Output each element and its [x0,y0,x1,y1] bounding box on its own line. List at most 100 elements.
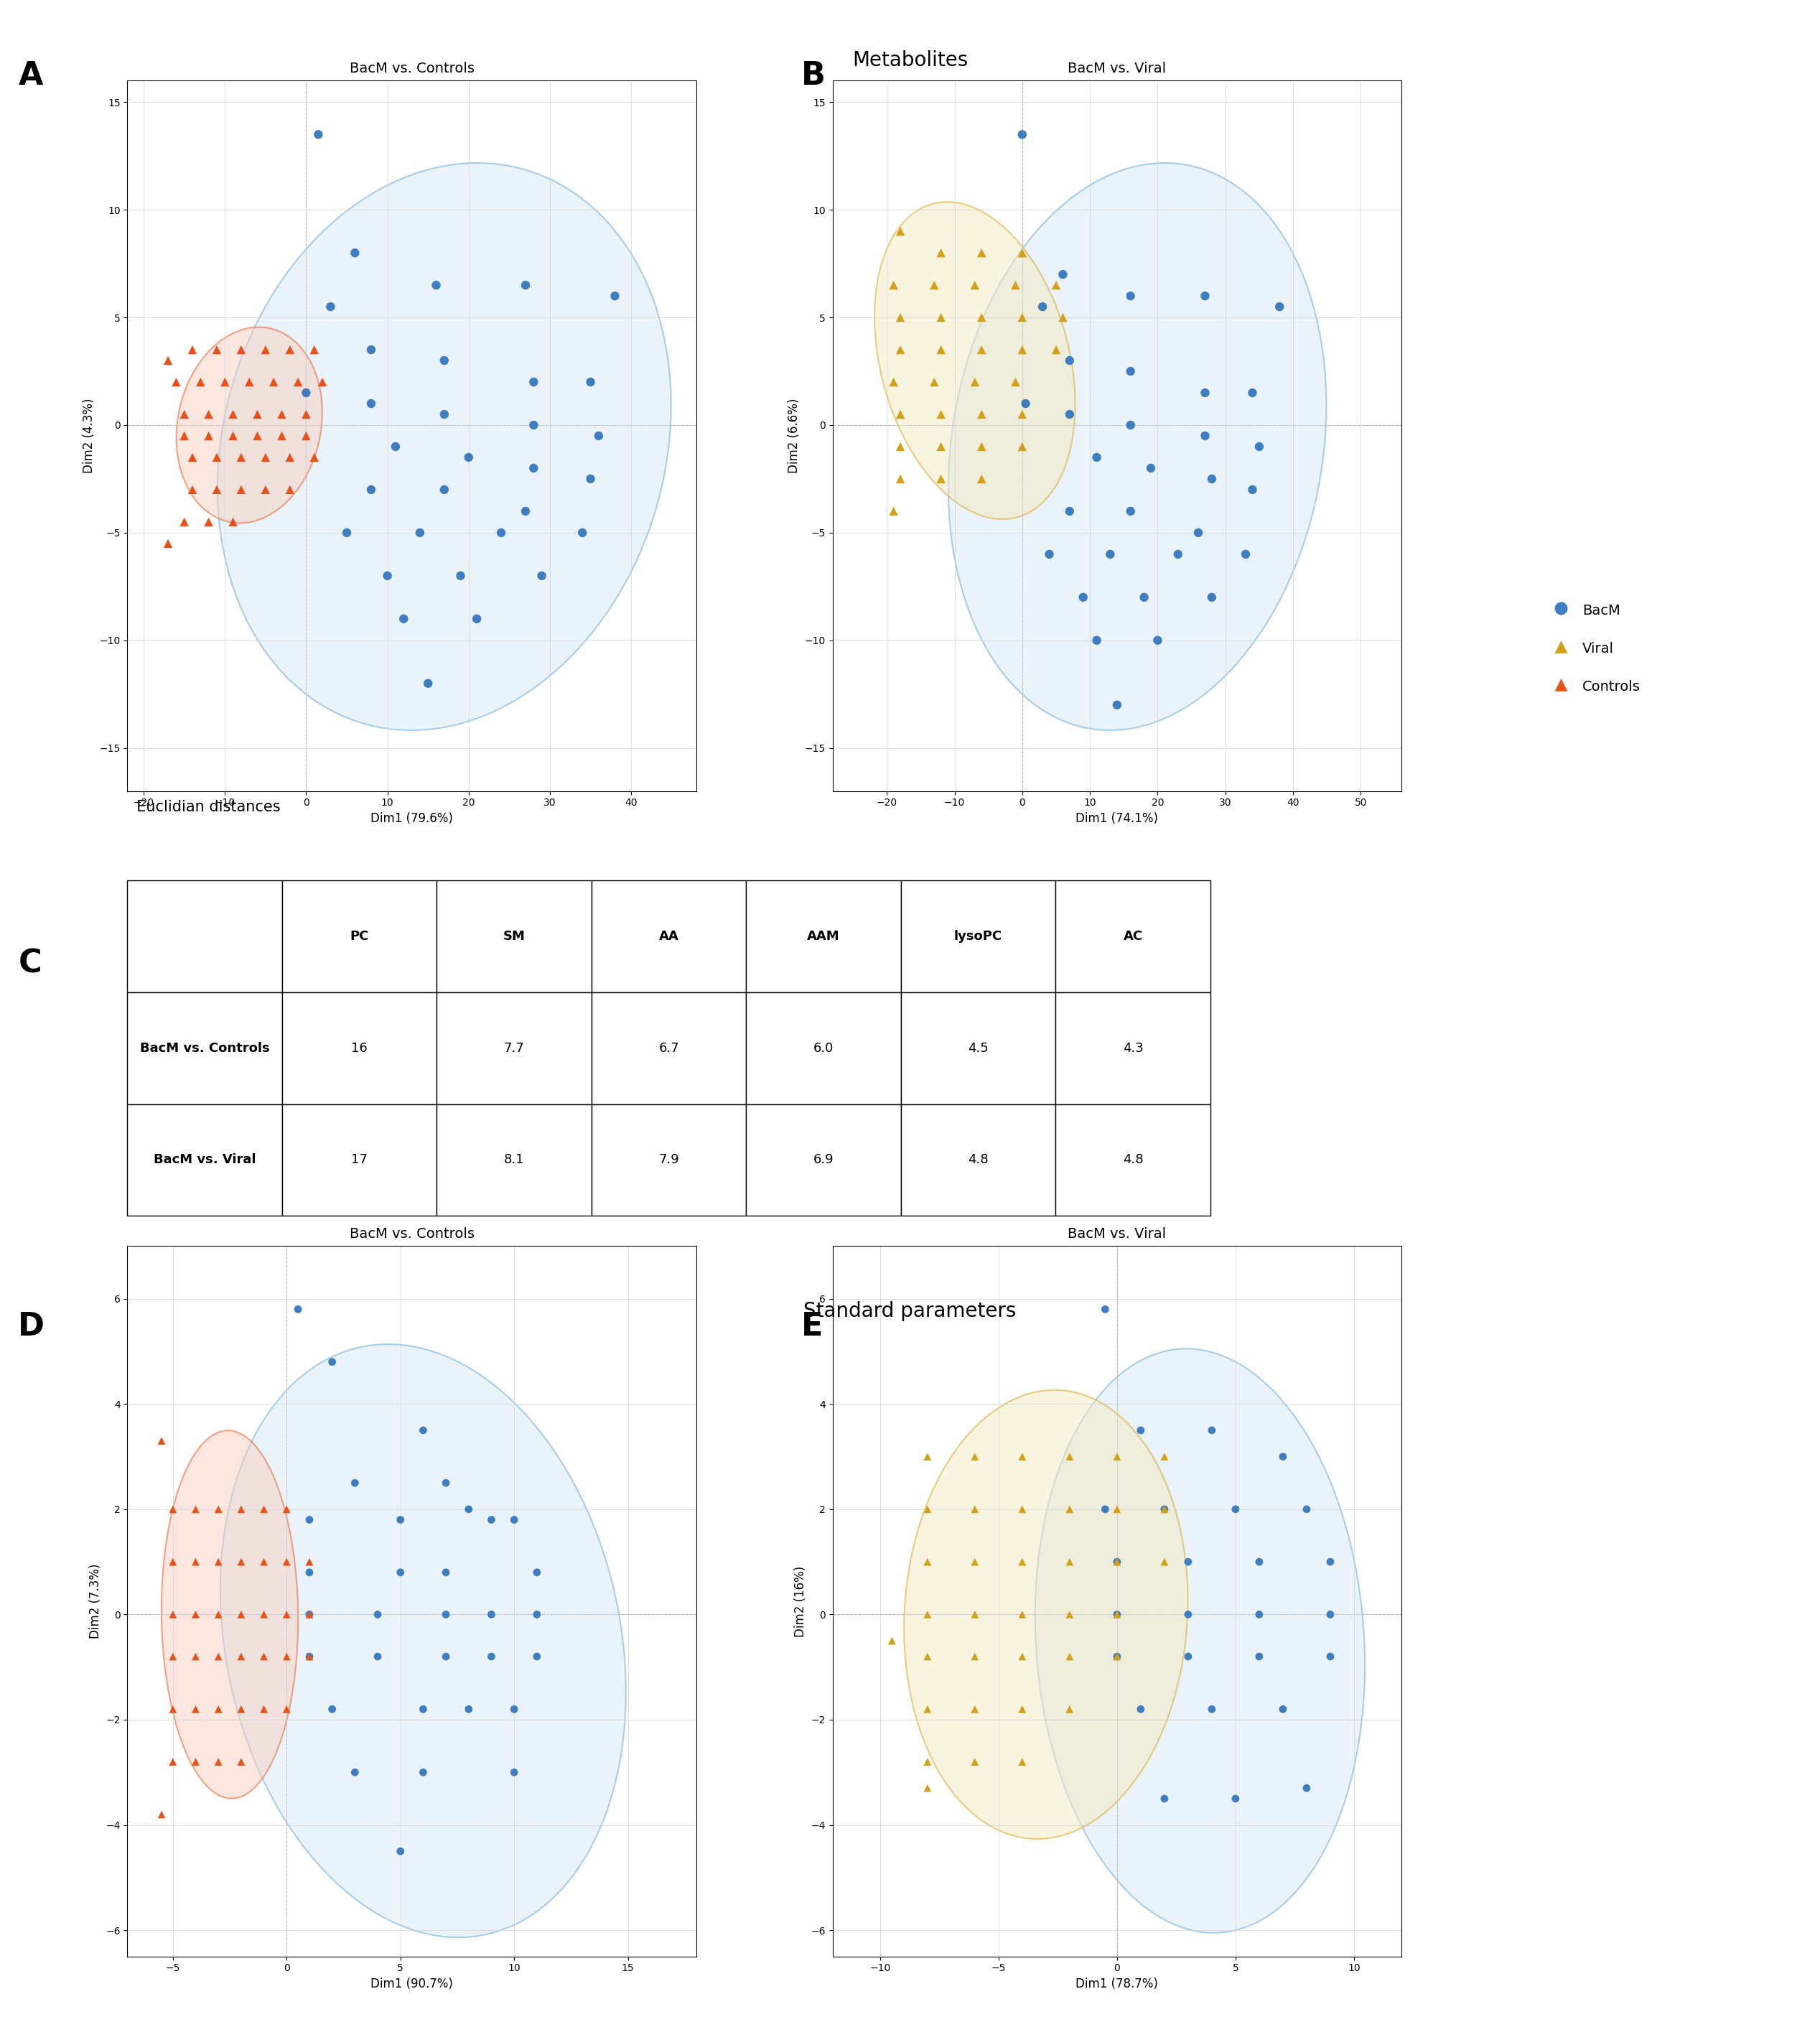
Point [340,1466,369,1499]
Point [886,216,915,248]
Text: B: B [801,61,824,91]
Point [226,1545,255,1577]
Point [961,1545,990,1577]
Legend: BacM, Viral, Controls: BacM, Viral, Controls [1545,597,1647,700]
Point [291,397,320,430]
Text: Euclidian distances: Euclidian distances [127,801,280,815]
Point [1127,1414,1156,1446]
Point [1238,377,1267,409]
X-axis label: Dim1 (78.7%): Dim1 (78.7%) [1076,1977,1158,1991]
Point [169,506,198,539]
Point [235,365,264,397]
Point [242,420,271,452]
Point [273,1597,302,1630]
Point [1245,430,1274,462]
Point [158,1493,187,1525]
Point [218,420,248,452]
Point [431,1466,460,1499]
Point [1056,397,1085,430]
Ellipse shape [905,1390,1188,1840]
Point [1083,442,1112,474]
Point [1008,397,1037,430]
Point [1269,1440,1298,1472]
Point [522,1557,551,1589]
Point [1090,1293,1119,1325]
Point [519,365,548,397]
Point [1056,494,1085,526]
Ellipse shape [220,1343,626,1938]
Point [886,430,915,462]
Point [308,365,337,397]
Point [1008,1440,1037,1472]
Point [1150,1440,1179,1472]
Point [1174,1640,1203,1672]
Point [300,333,329,365]
Point [1012,387,1041,420]
Point [1221,1493,1250,1525]
Point [182,1692,211,1725]
Point [273,1692,302,1725]
Point [914,1640,943,1672]
Point [462,603,491,635]
Point [522,1597,551,1630]
Point [1008,1745,1037,1777]
Point [455,1493,484,1525]
Point [914,1493,943,1525]
Point [242,397,271,430]
Y-axis label: Dim2 (4.3%): Dim2 (4.3%) [82,397,95,474]
Point [158,1640,187,1672]
Point [226,1692,255,1725]
Point [182,1745,211,1777]
Point [486,516,515,549]
Point [1163,539,1192,571]
Point [204,1545,233,1577]
Point [1116,280,1145,313]
Point [961,1640,990,1672]
Point [886,301,915,333]
Point [202,333,231,365]
Point [357,387,386,420]
Point [477,1597,506,1630]
Point [519,409,548,442]
Point [182,1597,211,1630]
Ellipse shape [217,163,672,730]
Point [1150,1783,1179,1815]
Point [1269,1692,1298,1725]
Point [1083,623,1112,656]
Point [162,365,191,397]
Point [1103,1440,1132,1472]
Point [1056,1493,1085,1525]
Point [169,397,198,430]
Point [275,474,304,506]
Point [1116,355,1145,387]
Point [1245,1545,1274,1577]
Point [158,1545,187,1577]
Point [195,397,224,430]
Point [1190,280,1219,313]
Point [357,474,386,506]
Text: Metabolites: Metabolites [852,50,968,71]
Point [182,1545,211,1577]
Point [499,1757,530,1789]
Point [295,1597,324,1630]
Point [511,268,541,301]
Point [1245,1640,1274,1672]
Point [251,333,280,365]
Point [1174,1545,1203,1577]
Point [966,397,996,430]
Point [886,333,915,365]
Text: E: E [801,1311,823,1341]
Point [1008,119,1037,151]
Point [877,1624,906,1656]
Point [1292,1773,1321,1805]
Point [258,365,288,397]
Point [268,397,297,430]
Point [195,420,224,452]
Point [1090,1493,1119,1525]
Point [304,119,333,151]
Point [1008,1493,1037,1525]
Point [919,268,948,301]
Point [147,1799,177,1831]
Point [568,516,597,549]
Point [226,333,255,365]
